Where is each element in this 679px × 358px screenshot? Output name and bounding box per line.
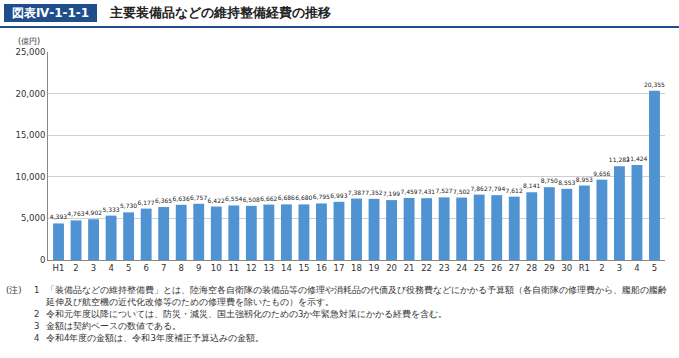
svg-text:13: 13 — [263, 263, 274, 273]
svg-text:5,000: 5,000 — [21, 213, 45, 223]
svg-text:4,393: 4,393 — [50, 213, 67, 220]
html-text:令和元年度以降については、防災・減災、国土強靱化のための3か: 令和元年度以降については、防災・減災、国土強靱化のための3か年緊急対策にかかる経… — [46, 309, 448, 319]
svg-text:9: 9 — [196, 263, 201, 273]
svg-text:29: 29 — [544, 263, 555, 273]
html-text:令和4年度の金額は、令和3年度補正予算込みの金額。: 令和4年度の金額は、令和3年度補正予算込みの金額。 — [46, 333, 264, 343]
svg-text:7,431: 7,431 — [418, 188, 435, 195]
svg-text:18: 18 — [351, 263, 362, 273]
svg-text:(億円): (億円) — [18, 37, 40, 46]
svg-text:15: 15 — [298, 263, 309, 273]
svg-text:10,000: 10,000 — [16, 172, 46, 182]
svg-text:5: 5 — [126, 263, 131, 273]
svg-text:8,141: 8,141 — [523, 182, 540, 189]
svg-text:20,000: 20,000 — [16, 89, 46, 99]
svg-text:0: 0 — [40, 255, 45, 265]
svg-text:19: 19 — [369, 263, 380, 273]
svg-text:5,333: 5,333 — [102, 206, 119, 213]
svg-text:6,993: 6,993 — [330, 192, 347, 199]
svg-text:24: 24 — [456, 263, 467, 273]
svg-text:7,459: 7,459 — [400, 188, 417, 195]
svg-text:7,502: 7,502 — [453, 188, 470, 195]
svg-text:4: 4 — [634, 263, 639, 273]
svg-text:27: 27 — [509, 263, 520, 273]
svg-text:2: 2 — [599, 263, 604, 273]
svg-text:2: 2 — [73, 263, 78, 273]
svg-text:7,794: 7,794 — [488, 185, 505, 192]
svg-text:7,199: 7,199 — [383, 190, 400, 197]
svg-text:5,730: 5,730 — [120, 202, 137, 209]
svg-text:6,365: 6,365 — [155, 197, 172, 204]
svg-text:26: 26 — [491, 263, 502, 273]
svg-text:28: 28 — [526, 263, 537, 273]
svg-text:6,177: 6,177 — [137, 199, 154, 206]
svg-text:3: 3 — [617, 263, 622, 273]
html-text:4: 4 — [34, 333, 40, 343]
svg-text:6,636: 6,636 — [173, 195, 190, 202]
svg-text:25: 25 — [474, 263, 485, 273]
svg-text:8: 8 — [179, 263, 184, 273]
svg-text:H1: H1 — [53, 263, 65, 273]
svg-text:7,862: 7,862 — [471, 185, 488, 192]
svg-text:9,656: 9,656 — [593, 170, 610, 177]
svg-text:4: 4 — [108, 263, 113, 273]
svg-text:6: 6 — [143, 263, 148, 273]
html-text:金額は契約ベースの数値である。: 金額は契約ベースの数値である。 — [46, 321, 181, 331]
html-text:1: 1 — [34, 285, 40, 295]
svg-text:6,795: 6,795 — [313, 193, 330, 200]
svg-text:8,953: 8,953 — [576, 176, 593, 183]
svg-text:30: 30 — [561, 263, 572, 273]
html-text:3: 3 — [34, 321, 40, 331]
svg-text:14: 14 — [281, 263, 292, 273]
html-text:図表Ⅳ-1-1-1: 図表Ⅳ-1-1-1 — [12, 6, 90, 20]
svg-text:20: 20 — [386, 263, 397, 273]
html-text:2: 2 — [34, 309, 40, 319]
svg-text:4,763: 4,763 — [67, 210, 84, 217]
svg-text:6,757: 6,757 — [190, 194, 207, 201]
svg-text:21: 21 — [404, 263, 415, 273]
svg-text:12: 12 — [246, 263, 257, 273]
svg-text:16: 16 — [316, 263, 327, 273]
svg-text:25,000: 25,000 — [16, 47, 46, 57]
svg-text:10: 10 — [211, 263, 222, 273]
svg-text:11,282: 11,282 — [609, 156, 630, 163]
svg-text:7,612: 7,612 — [506, 187, 523, 194]
svg-text:11,424: 11,424 — [626, 155, 647, 162]
svg-text:6,422: 6,422 — [208, 197, 225, 204]
svg-text:R1: R1 — [579, 263, 590, 273]
svg-text:8,553: 8,553 — [558, 179, 575, 186]
svg-text:15,000: 15,000 — [16, 130, 46, 140]
html-text:主要装備品などの維持整備経費の推移: 主要装備品などの維持整備経費の推移 — [110, 5, 331, 20]
svg-text:5: 5 — [652, 263, 657, 273]
svg-text:20,355: 20,355 — [644, 81, 665, 88]
html-text:「装備品などの維持整備費」とは、陸海空各自衛隊の装備品等の修: 「装備品などの維持整備費」とは、陸海空各自衛隊の装備品等の修理や消耗品の代価及び… — [46, 285, 667, 307]
svg-text:6,686: 6,686 — [278, 194, 295, 201]
svg-text:17: 17 — [334, 263, 345, 273]
svg-text:11: 11 — [228, 263, 239, 273]
svg-text:8,750: 8,750 — [541, 177, 558, 184]
svg-text:7,352: 7,352 — [365, 189, 382, 196]
svg-text:7: 7 — [161, 263, 166, 273]
svg-text:6,554: 6,554 — [225, 195, 242, 202]
svg-text:7,527: 7,527 — [435, 187, 452, 194]
svg-text:22: 22 — [421, 263, 432, 273]
svg-text:6,680: 6,680 — [295, 194, 312, 201]
svg-text:3: 3 — [91, 263, 96, 273]
html-text:(注): (注) — [6, 285, 22, 295]
svg-text:7,387: 7,387 — [348, 189, 365, 196]
svg-text:4,902: 4,902 — [85, 209, 102, 216]
svg-text:6,662: 6,662 — [260, 195, 277, 202]
svg-text:23: 23 — [439, 263, 450, 273]
svg-text:6,508: 6,508 — [243, 196, 260, 203]
